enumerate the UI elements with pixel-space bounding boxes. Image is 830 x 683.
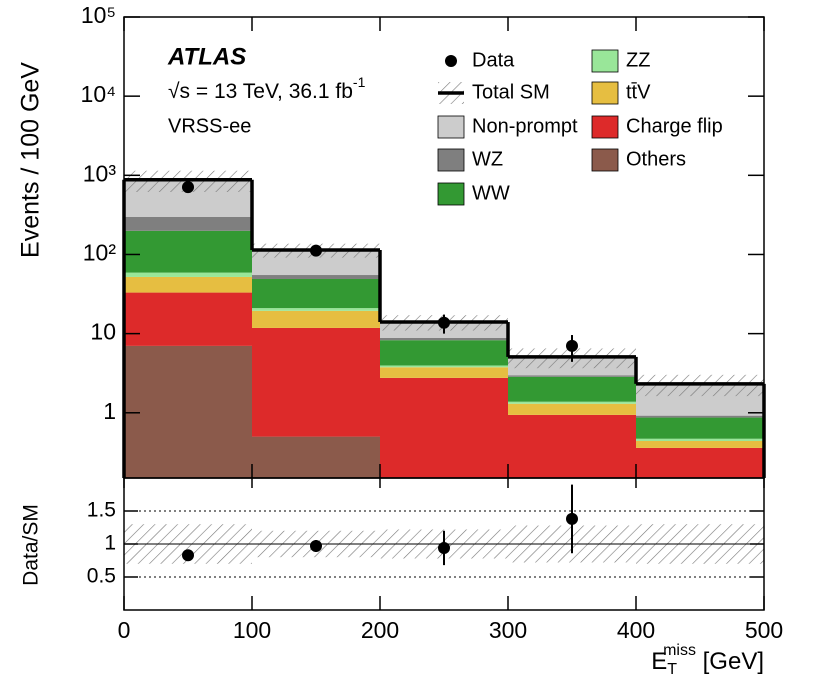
stack-bar <box>252 275 380 279</box>
legend-data-marker <box>445 55 457 67</box>
stack-bar <box>508 403 636 415</box>
legend-label: Total SM <box>472 81 550 103</box>
stack-bar <box>508 401 636 404</box>
legend-swatch <box>591 49 619 73</box>
legend-swatch <box>437 182 465 206</box>
ratio-point <box>310 539 322 552</box>
x-tick-label: 300 <box>489 617 527 643</box>
legend-label: Data <box>472 49 515 71</box>
stack-bar <box>124 345 252 478</box>
legend-label: Charge flip <box>626 115 723 137</box>
x-title-sub: T <box>667 661 677 678</box>
data-point <box>438 316 450 329</box>
legend-label: WZ <box>472 148 503 170</box>
legend-swatch <box>591 81 619 105</box>
stack-bar <box>636 441 764 448</box>
stack-bar <box>124 272 252 277</box>
stack-bar <box>252 278 380 309</box>
legend-swatch <box>437 148 465 172</box>
x-tick-label: 0 <box>118 617 131 643</box>
stack-bar <box>636 417 764 439</box>
stack-bar <box>252 310 380 328</box>
legend-label: Others <box>626 148 686 170</box>
ratio-point <box>566 512 578 525</box>
x-tick-label: 500 <box>745 617 783 643</box>
x-title-sup: miss <box>663 642 696 659</box>
stack-bar <box>124 230 252 273</box>
energy-sup: -1 <box>353 74 366 90</box>
legend-label: WW <box>472 182 510 204</box>
stack-bar <box>508 376 636 402</box>
stack-bar <box>380 340 508 366</box>
legend-label: Non-prompt <box>472 115 578 137</box>
y-tick-label: 1 <box>103 398 116 424</box>
data-point <box>310 244 322 257</box>
ratio-y-tick-label: 1.5 <box>87 499 116 522</box>
legend-swatch <box>591 115 619 139</box>
stack-bar <box>636 415 764 418</box>
ratio-y-tick-label: 1 <box>104 532 116 555</box>
ratio-point <box>182 549 194 562</box>
x-title-base: E <box>651 648 667 675</box>
stack-bar <box>636 438 764 442</box>
energy-text: √s = 13 TeV, 36.1 fb <box>168 80 353 103</box>
y-tick-label: 10⁴ <box>81 81 116 107</box>
region-label: VRSS-ee <box>168 115 251 137</box>
legend-swatch <box>437 115 465 139</box>
x-tick-label: 100 <box>233 617 271 643</box>
legend-label: ZZ <box>626 49 650 71</box>
legend-label: tt̄V <box>626 81 651 103</box>
stack-bar <box>380 365 508 368</box>
legend-swatch <box>591 148 619 172</box>
y-tick-label: 10⁵ <box>81 2 116 28</box>
stack-bar <box>252 436 380 478</box>
x-tick-label: 200 <box>361 617 399 643</box>
stack-bar <box>508 414 636 478</box>
stack-bar <box>124 276 252 293</box>
energy-label: √s = 13 TeV, 36.1 fb-1 <box>168 74 366 103</box>
x-axis-title: ETmiss [GeV] <box>651 642 764 678</box>
stack-bar <box>380 337 508 341</box>
x-tick-label: 400 <box>617 617 655 643</box>
y-tick-label: 10 <box>90 319 116 345</box>
stack-bar <box>124 292 252 346</box>
stack-bar <box>508 375 636 377</box>
stack-bar <box>380 367 508 378</box>
stack-bar <box>124 216 252 231</box>
y-tick-label: 10³ <box>83 160 117 186</box>
stack-bar <box>252 308 380 311</box>
data-point <box>566 339 578 352</box>
stack-bar <box>252 327 380 437</box>
stack-bar <box>636 447 764 478</box>
y-axis-title: Events / 100 GeV <box>17 62 45 258</box>
ratio-point <box>438 541 450 554</box>
ratio-axis-title: Data/SM <box>20 504 43 586</box>
y-tick-label: 10² <box>83 240 117 266</box>
stack-bar <box>380 377 508 478</box>
x-title-unit: [GeV] <box>696 648 764 675</box>
experiment-label: ATLAS <box>167 43 246 70</box>
data-point <box>182 181 194 194</box>
ratio-y-tick-label: 0.5 <box>87 565 116 588</box>
